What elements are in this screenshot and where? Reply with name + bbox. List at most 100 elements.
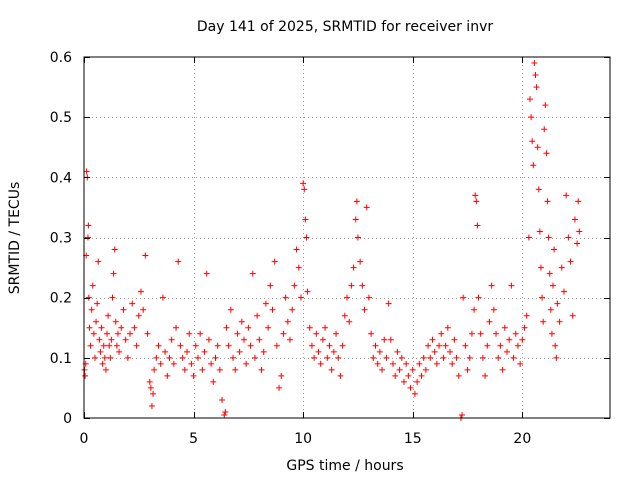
data-point [258, 366, 265, 373]
data-point [471, 306, 478, 313]
data-point [403, 360, 410, 367]
data-point [240, 336, 247, 343]
data-point [528, 114, 535, 121]
data-point [278, 372, 285, 379]
data-point [542, 102, 549, 109]
y-tick-label: 0.1 [50, 351, 72, 367]
data-point [512, 330, 519, 337]
data-point [289, 306, 296, 313]
data-point [455, 372, 462, 379]
data-point [558, 264, 565, 271]
data-point [567, 258, 574, 265]
data-point [447, 348, 454, 355]
data-point [131, 324, 138, 331]
data-point [225, 342, 232, 349]
x-tick-label: 15 [404, 431, 422, 447]
data-point [346, 318, 353, 325]
data-point [490, 306, 497, 313]
data-point [575, 198, 582, 205]
data-point [112, 318, 119, 325]
data-point [315, 348, 322, 355]
data-point [135, 312, 142, 319]
data-point [313, 330, 320, 337]
data-point [523, 312, 530, 319]
data-point [372, 342, 379, 349]
y-tick-label: 0.5 [50, 110, 72, 126]
data-point [124, 354, 131, 361]
data-point [93, 318, 100, 325]
data-point [328, 366, 335, 373]
data-point [365, 294, 372, 301]
data-point [341, 312, 348, 319]
data-point [459, 411, 466, 418]
data-point [104, 330, 111, 337]
data-point [418, 372, 425, 379]
data-point [300, 180, 307, 187]
data-point [392, 372, 399, 379]
data-point [216, 366, 223, 373]
data-point [287, 336, 294, 343]
data-point [247, 342, 254, 349]
data-point [105, 312, 112, 319]
data-point [381, 336, 388, 343]
data-point [540, 318, 547, 325]
data-point [82, 372, 89, 379]
data-point [84, 234, 91, 241]
data-point [374, 360, 381, 367]
data-point [99, 360, 106, 367]
y-tick-label: 0 [63, 411, 72, 427]
data-point [344, 294, 350, 301]
data-point [146, 378, 153, 385]
data-point [96, 336, 103, 343]
x-tick-label: 5 [189, 431, 198, 447]
data-point [129, 300, 136, 307]
data-point [427, 354, 434, 361]
data-point [407, 384, 414, 391]
data-point [280, 330, 287, 337]
data-point [157, 360, 164, 367]
data-point [552, 342, 559, 349]
data-point [168, 336, 175, 343]
data-point [357, 258, 364, 265]
data-point [517, 360, 524, 367]
data-point [227, 306, 234, 313]
data-point [453, 354, 460, 361]
data-point [541, 126, 548, 133]
data-point [150, 390, 157, 397]
data-point [409, 366, 416, 373]
data-point [537, 264, 544, 271]
data-point [411, 390, 418, 397]
data-point [245, 324, 252, 331]
data-point [534, 144, 541, 151]
data-point [400, 378, 407, 385]
data-point [554, 300, 561, 307]
data-point [571, 216, 578, 223]
data-point [249, 270, 256, 277]
data-point [102, 366, 109, 373]
data-point [265, 324, 272, 331]
data-point [335, 354, 342, 361]
data-point [194, 354, 201, 361]
data-point [107, 354, 114, 361]
data-point [530, 162, 537, 169]
data-point [546, 270, 553, 277]
data-point [282, 294, 289, 301]
data-point [574, 240, 581, 247]
data-point [576, 228, 583, 235]
data-point [86, 324, 93, 331]
data-point [170, 360, 177, 367]
data-point [173, 324, 180, 331]
data-point [472, 192, 479, 199]
y-tick-label: 0.4 [50, 170, 72, 186]
data-point [256, 336, 263, 343]
data-point [324, 354, 331, 361]
data-point [153, 354, 160, 361]
data-point [133, 342, 140, 349]
data-point [144, 330, 151, 337]
data-point [350, 264, 357, 271]
data-point [493, 330, 500, 337]
data-point [301, 186, 308, 193]
data-point [295, 264, 302, 271]
data-point [337, 372, 344, 379]
